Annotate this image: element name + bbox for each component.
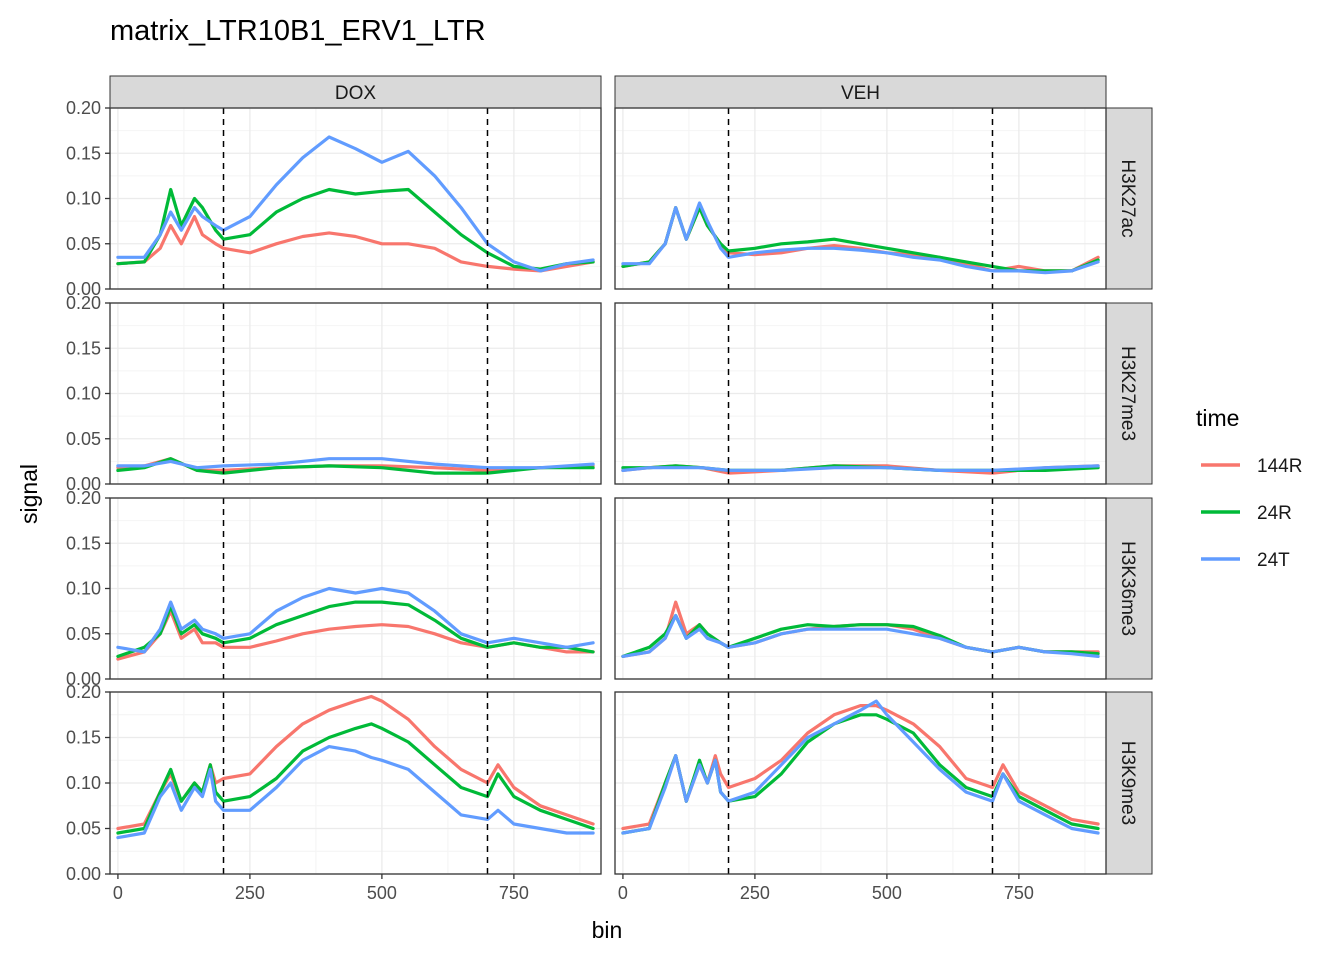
series-line-24t <box>621 699 1100 835</box>
y-tick-label: 0.00 <box>66 864 101 884</box>
y-axis-title: signal <box>16 464 42 524</box>
legend-entry-24t: 24T <box>1201 550 1290 571</box>
facet-strip-label-dox: DOX <box>335 83 377 104</box>
x-tick-label: 0 <box>618 883 628 903</box>
x-tick-label: 500 <box>367 883 397 903</box>
panel-dox-h3k27me3: 0.00 0.05 0.10 0.15 0.20 <box>66 293 602 494</box>
x-tick-label: 500 <box>872 883 902 903</box>
y-tick-label: 0.00 <box>66 669 101 689</box>
legend-label-24t: 24T <box>1257 550 1290 571</box>
facet-strip-label-veh: VEH <box>841 83 880 104</box>
x-axis-title: bin <box>592 917 623 943</box>
x-tick-label: 0 <box>113 883 123 903</box>
y-tick-label: 0.05 <box>66 234 101 254</box>
y-tick-label: 0.20 <box>66 293 101 313</box>
panel-veh-h3k36me3 <box>614 497 1107 680</box>
chart-title: matrix_LTR10B1_ERV1_LTR <box>110 15 486 47</box>
panel-veh-h3k27me3 <box>614 302 1107 485</box>
series-line-24r <box>116 722 595 835</box>
facet-strip-h3k27me3 <box>1105 302 1153 485</box>
series-line-144r <box>116 215 595 273</box>
facet-strip-label-h3k27ac: H3K27ac <box>1117 159 1138 237</box>
panel-border <box>614 107 1107 290</box>
panel-dox-h3k9me3: 0.00 0.05 0.10 0.15 0.20 0 250 500 750 <box>66 682 602 903</box>
facet-strip-h3k9me3 <box>1105 691 1153 875</box>
series-line-24t <box>116 745 595 840</box>
y-tick-label: 0.15 <box>66 338 101 358</box>
y-tick-label: 0.20 <box>66 682 101 702</box>
series-line-24r <box>116 600 595 658</box>
y-tick-label: 0.00 <box>66 474 101 494</box>
panel-dox-h3k36me3: 0.00 0.05 0.10 0.15 0.20 <box>66 488 602 689</box>
panel-border <box>614 691 1107 875</box>
legend-label-24r: 24R <box>1257 503 1292 524</box>
legend: time 144R 24R 24T <box>1196 405 1302 571</box>
y-tick-label: 0.05 <box>66 624 101 644</box>
y-tick-label: 0.20 <box>66 98 101 118</box>
series-line-24t <box>116 135 595 273</box>
x-tick-label: 250 <box>235 883 265 903</box>
x-tick-label: 750 <box>499 883 529 903</box>
facet-strip-dox <box>109 75 602 109</box>
panel-dox-h3k27ac: 0.00 0.05 0.10 0.15 0.20 <box>66 98 602 299</box>
facet-strip-veh <box>614 75 1107 109</box>
panel-veh-h3k27ac <box>614 107 1107 290</box>
facet-strip-label-h3k36me3: H3K36me3 <box>1117 541 1138 636</box>
panel-border <box>614 497 1107 680</box>
legend-label-144r: 144R <box>1257 456 1302 477</box>
facet-strip-h3k36me3 <box>1105 497 1153 680</box>
x-tick-label: 750 <box>1004 883 1034 903</box>
series-line-24t <box>621 464 1100 472</box>
y-tick-label: 0.15 <box>66 728 101 748</box>
panels-layer: DOX VEH H3K27ac H3K27me3 H3K36me3 H3K9me3 0.00… <box>66 75 1153 903</box>
panel-veh-h3k9me3: 0 250 500 750 <box>614 691 1107 903</box>
y-tick-label: 0.15 <box>66 533 101 553</box>
y-tick-label: 0.10 <box>66 579 101 599</box>
y-tick-label: 0.10 <box>66 773 101 793</box>
y-tick-label: 0.20 <box>66 488 101 508</box>
series-line-24r <box>116 457 595 475</box>
panel-border <box>614 302 1107 485</box>
series-line-24t <box>116 586 595 654</box>
legend-title: time <box>1196 405 1239 431</box>
legend-entry-144r: 144R <box>1201 456 1302 477</box>
series-line-24t <box>621 614 1100 658</box>
series-line-24t <box>116 457 595 470</box>
y-tick-label: 0.10 <box>66 189 101 209</box>
series-line-24r <box>116 187 595 271</box>
y-tick-label: 0.00 <box>66 279 101 299</box>
series-line-24t <box>621 201 1100 275</box>
facet-strip-label-h3k9me3: H3K9me3 <box>1117 741 1138 826</box>
y-tick-label: 0.15 <box>66 143 101 163</box>
y-tick-label: 0.05 <box>66 819 101 839</box>
facet-strip-label-h3k27me3: H3K27me3 <box>1117 346 1138 441</box>
y-tick-label: 0.10 <box>66 384 101 404</box>
x-tick-label: 250 <box>740 883 770 903</box>
y-tick-label: 0.05 <box>66 429 101 449</box>
legend-entry-24r: 24R <box>1201 503 1292 524</box>
